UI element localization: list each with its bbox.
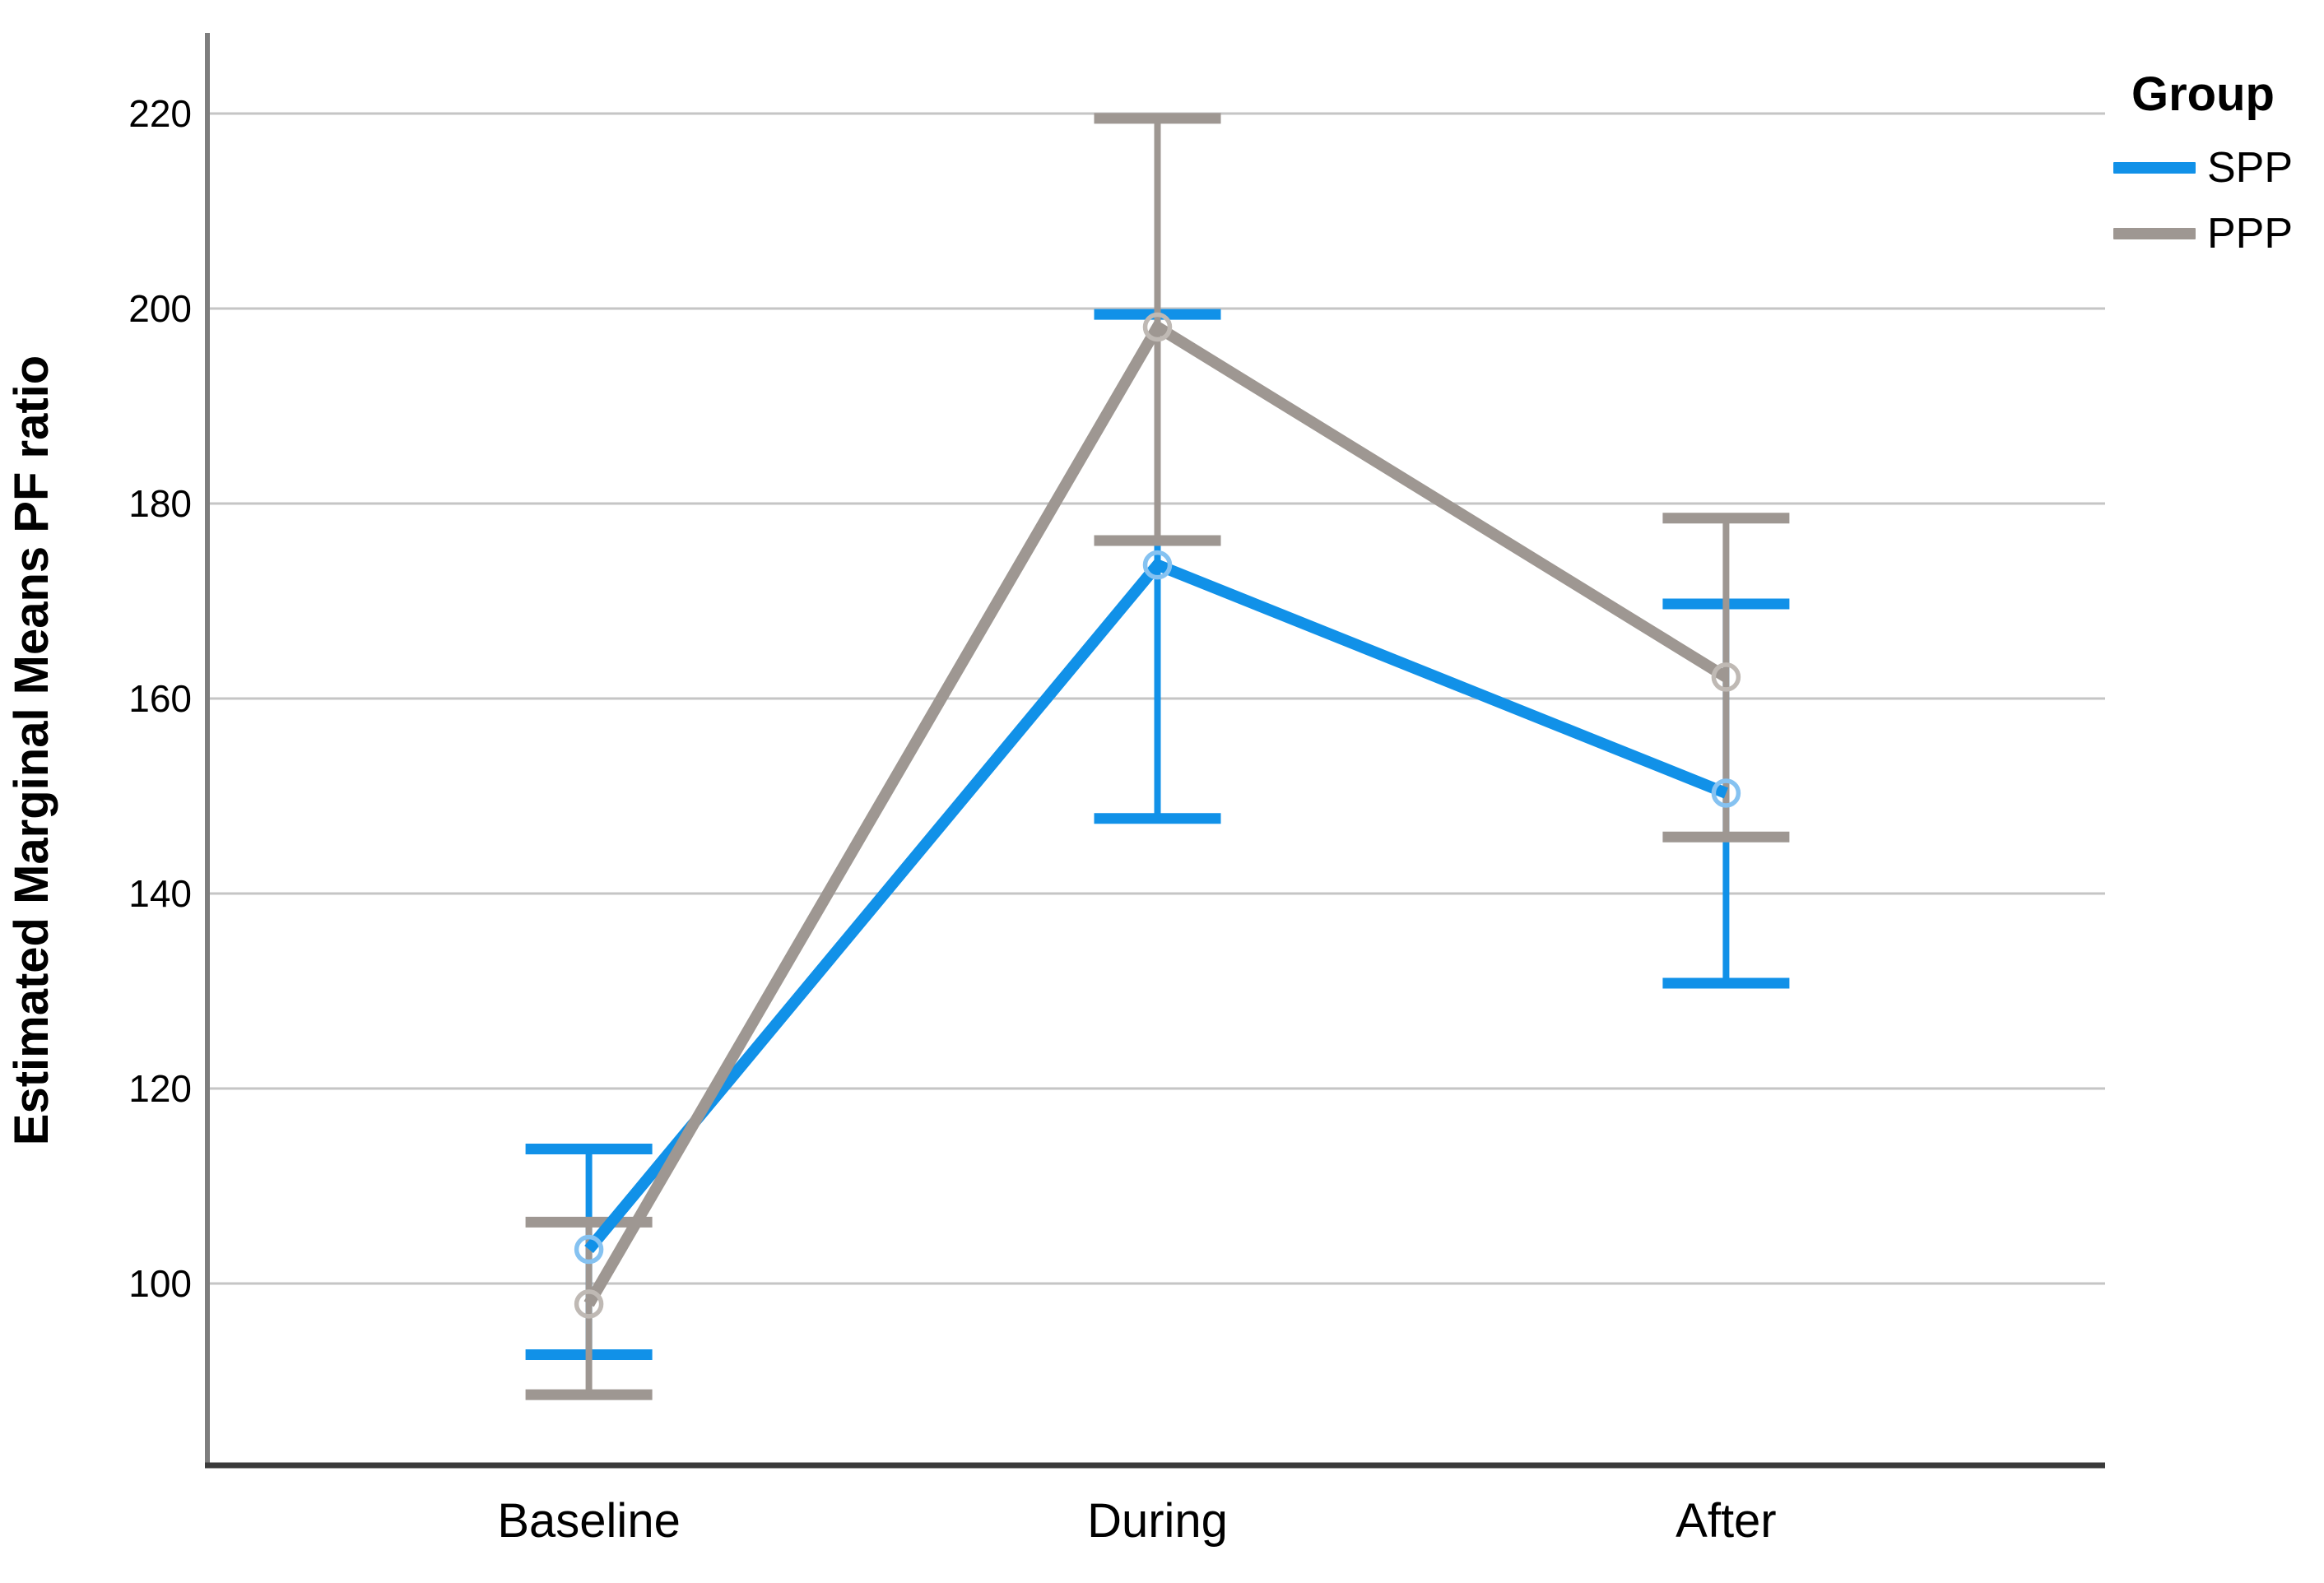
legend-item-ppp: PPP (2113, 212, 2324, 255)
legend-label-spp: SPP (2207, 144, 2294, 192)
y-tick-label-140: 140 (128, 872, 192, 915)
marker-ppp-baseline (574, 1289, 604, 1319)
series-line-ppp (583, 318, 1730, 1307)
y-tick-label-100: 100 (128, 1262, 192, 1305)
y-tick-label-200: 200 (128, 287, 192, 330)
marker-spp-after (1711, 778, 1741, 808)
y-tick-label-120: 120 (128, 1067, 192, 1110)
legend: Group SPP PPP (2113, 66, 2324, 255)
y-tick-label-220: 220 (128, 92, 192, 135)
series-line-spp (584, 558, 1729, 1253)
x-category-label-after: After (1676, 1494, 1777, 1548)
marker-spp-baseline (574, 1234, 604, 1265)
x-category-label-during: During (1087, 1494, 1228, 1548)
legend-swatch-spp-line (2113, 162, 2196, 174)
marker-ppp-during (1142, 312, 1173, 342)
y-tick-label-180: 180 (128, 482, 192, 525)
marker-ppp-after (1711, 662, 1741, 692)
legend-item-spp: SPP (2113, 146, 2324, 189)
marker-spp-during (1142, 550, 1173, 580)
legend-label-ppp: PPP (2207, 210, 2294, 258)
legend-title: Group (2131, 67, 2275, 121)
legend-swatch-ppp-line (2113, 228, 2196, 239)
y-axis-title: Estimated Marginal Means PF ratio (5, 355, 58, 1145)
y-tick-label-160: 160 (128, 677, 192, 720)
x-category-label-baseline: Baseline (497, 1494, 680, 1548)
